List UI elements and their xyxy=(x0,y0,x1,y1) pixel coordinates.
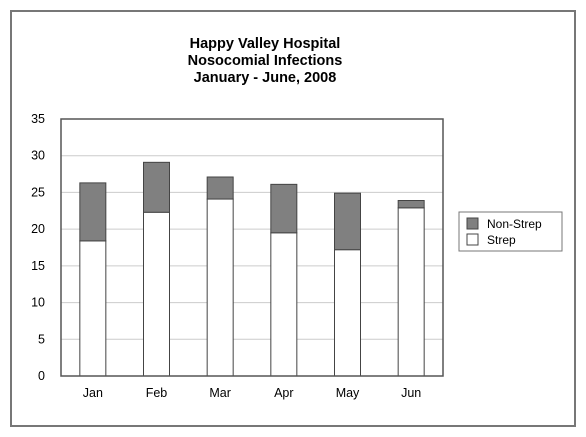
x-tick-label-mar: Mar xyxy=(209,386,231,400)
legend-swatch-non-strep xyxy=(466,217,479,230)
y-tick-label-25: 25 xyxy=(31,185,45,199)
legend-swatch-strep xyxy=(466,233,479,246)
x-tick-label-feb: Feb xyxy=(146,386,168,400)
bar-mar-strep xyxy=(206,198,234,377)
y-axis-ticks: 0 5 10 15 20 25 30 35 xyxy=(31,112,45,383)
y-tick-label-35: 35 xyxy=(31,112,45,126)
x-tick-label-apr: Apr xyxy=(274,386,293,400)
x-tick-label-may: May xyxy=(336,386,360,400)
y-tick-label-10: 10 xyxy=(31,296,45,310)
y-tick-label-5: 5 xyxy=(38,332,45,346)
bar-jan-strep xyxy=(79,240,107,377)
y-tick-label-0: 0 xyxy=(38,369,45,383)
bar-feb-non-strep xyxy=(143,161,170,213)
chart-title-line-3: January - June, 2008 xyxy=(194,70,337,86)
y-tick-label-30: 30 xyxy=(31,149,45,163)
chart-title-line-2: Nosocomial Infections xyxy=(188,53,343,69)
chart-title: Happy Valley Hospital Nosocomial Infecti… xyxy=(188,36,343,86)
legend-label-non-strep: Non-Strep xyxy=(487,217,542,231)
x-axis-ticks: Jan Feb Mar Apr May Jun xyxy=(83,386,422,400)
x-tick-label-jun: Jun xyxy=(401,386,421,400)
bar-jan-non-strep xyxy=(79,182,107,242)
y-tick-label-20: 20 xyxy=(31,222,45,236)
y-tick-label-15: 15 xyxy=(31,259,45,273)
bar-apr-non-strep xyxy=(270,183,298,234)
bar-jun-strep xyxy=(397,207,425,377)
bar-feb-strep xyxy=(143,211,170,377)
x-tick-label-jan: Jan xyxy=(83,386,103,400)
bar-may-non-strep xyxy=(334,192,361,251)
bars xyxy=(79,161,425,377)
gridlines xyxy=(61,155,443,340)
bar-jun-non-strep xyxy=(397,200,425,209)
legend: Non-Strep Strep xyxy=(458,211,563,252)
legend-label-strep: Strep xyxy=(487,233,516,247)
plot-area xyxy=(60,118,444,377)
bar-apr-strep xyxy=(270,232,298,377)
bar-may-strep xyxy=(334,249,361,377)
bar-mar-non-strep xyxy=(206,176,234,200)
chart-title-line-1: Happy Valley Hospital xyxy=(190,36,341,52)
